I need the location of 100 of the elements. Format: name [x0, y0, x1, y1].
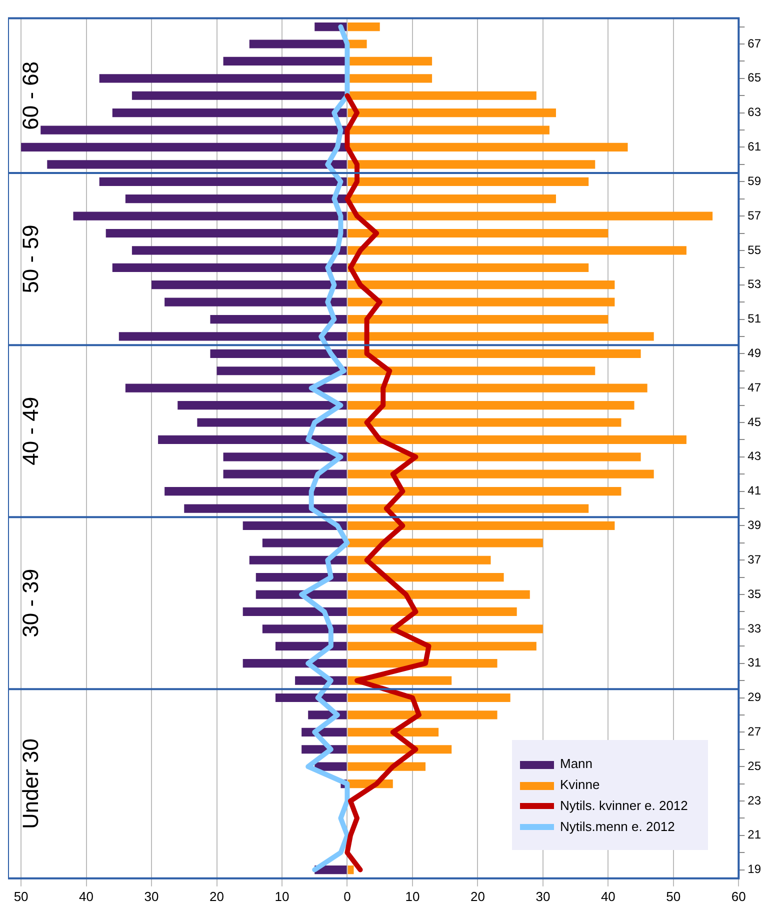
y-tick-label: 19 — [748, 862, 762, 876]
x-tick-label: 50 — [14, 888, 28, 904]
bar — [249, 556, 347, 564]
bar — [242, 607, 347, 616]
annotation: 50 - 59 — [18, 224, 44, 294]
bar — [348, 280, 615, 290]
bar — [118, 332, 347, 341]
bar — [348, 314, 608, 324]
y-tick-label: 27 — [748, 724, 762, 738]
bar — [348, 126, 550, 134]
y-tick-label: 41 — [748, 484, 762, 498]
bar — [348, 74, 432, 83]
x-tick-label: 60 — [731, 888, 746, 904]
bar — [210, 314, 347, 324]
bar — [132, 91, 347, 100]
bar — [348, 246, 686, 255]
bar — [348, 332, 654, 341]
bar — [348, 573, 504, 582]
bar — [210, 349, 347, 358]
bar — [152, 280, 347, 290]
bar — [348, 487, 622, 496]
bar — [112, 108, 347, 118]
bar — [132, 246, 347, 255]
bar — [164, 487, 347, 496]
bar — [21, 142, 347, 152]
y-tick-label: 49 — [748, 346, 762, 360]
bar — [348, 521, 615, 530]
bar — [184, 504, 347, 513]
bar — [223, 452, 347, 462]
bar — [348, 470, 654, 478]
bar — [348, 228, 608, 238]
bar — [348, 177, 589, 186]
bar — [348, 22, 380, 32]
bar — [348, 263, 589, 272]
bar — [47, 160, 347, 169]
bar — [125, 384, 347, 392]
bar — [348, 160, 596, 169]
x-tick-label: 10 — [405, 888, 420, 904]
bar — [348, 693, 510, 702]
y-tick-label: 39 — [748, 518, 762, 532]
bar — [348, 142, 628, 152]
y-tick-label: 59 — [748, 174, 762, 188]
bar — [73, 212, 347, 220]
bar — [348, 108, 556, 118]
bar — [348, 659, 498, 668]
bar — [348, 384, 648, 392]
bar — [348, 349, 641, 358]
x-tick-label: 30 — [144, 888, 159, 904]
bar — [348, 556, 491, 564]
bar — [99, 177, 347, 186]
bar — [348, 607, 517, 616]
y-tick-label: 45 — [748, 414, 762, 429]
y-tick-label: 43 — [748, 449, 762, 464]
bar — [348, 504, 589, 513]
bar — [216, 366, 347, 376]
bar — [348, 366, 596, 376]
y-tick-label: 53 — [748, 277, 762, 292]
legend-label: Nytils. kvinner e. 2012 — [560, 798, 688, 813]
y-tick-label: 29 — [748, 690, 762, 704]
bar — [256, 573, 347, 582]
x-tick-label: 40 — [600, 888, 616, 904]
bar — [348, 298, 615, 306]
x-tick-label: 20 — [470, 888, 485, 904]
bar — [197, 418, 347, 427]
y-tick-label: 37 — [748, 552, 762, 566]
bar — [348, 435, 686, 444]
annotation: Under 30 — [18, 738, 44, 830]
bar — [348, 40, 367, 48]
bar — [262, 624, 347, 634]
annotation: 40 - 49 — [18, 396, 44, 466]
annotation: 60 - 68 — [18, 61, 44, 130]
bar — [348, 538, 543, 548]
x-tick-label: 50 — [666, 888, 681, 904]
bar — [262, 538, 347, 548]
bar — [242, 659, 347, 668]
y-tick-label: 65 — [748, 70, 762, 85]
y-tick-label: 25 — [748, 758, 762, 773]
bar — [348, 624, 543, 634]
x-tick-label: 0 — [344, 888, 351, 904]
legend-label: Nytils.menn e. 2012 — [560, 819, 675, 834]
bar — [99, 74, 347, 83]
y-tick-label: 55 — [748, 242, 762, 257]
bar — [348, 745, 452, 754]
x-tick-label: 10 — [274, 888, 290, 904]
legend-label: Kvinne — [560, 777, 600, 792]
bar — [125, 194, 347, 204]
y-tick-label: 33 — [748, 621, 762, 636]
bar — [348, 452, 641, 462]
y-tick-label: 67 — [748, 36, 762, 50]
y-tick-label: 61 — [748, 140, 762, 154]
y-tick-label: 35 — [748, 586, 762, 601]
bar — [256, 590, 347, 599]
bar — [178, 400, 347, 410]
bar — [348, 56, 432, 66]
bar — [348, 728, 439, 736]
x-tick-label: 30 — [536, 888, 550, 904]
bar — [348, 418, 622, 427]
bar — [348, 590, 530, 599]
y-tick-label: 21 — [748, 828, 762, 842]
y-tick-label: 51 — [748, 312, 762, 326]
